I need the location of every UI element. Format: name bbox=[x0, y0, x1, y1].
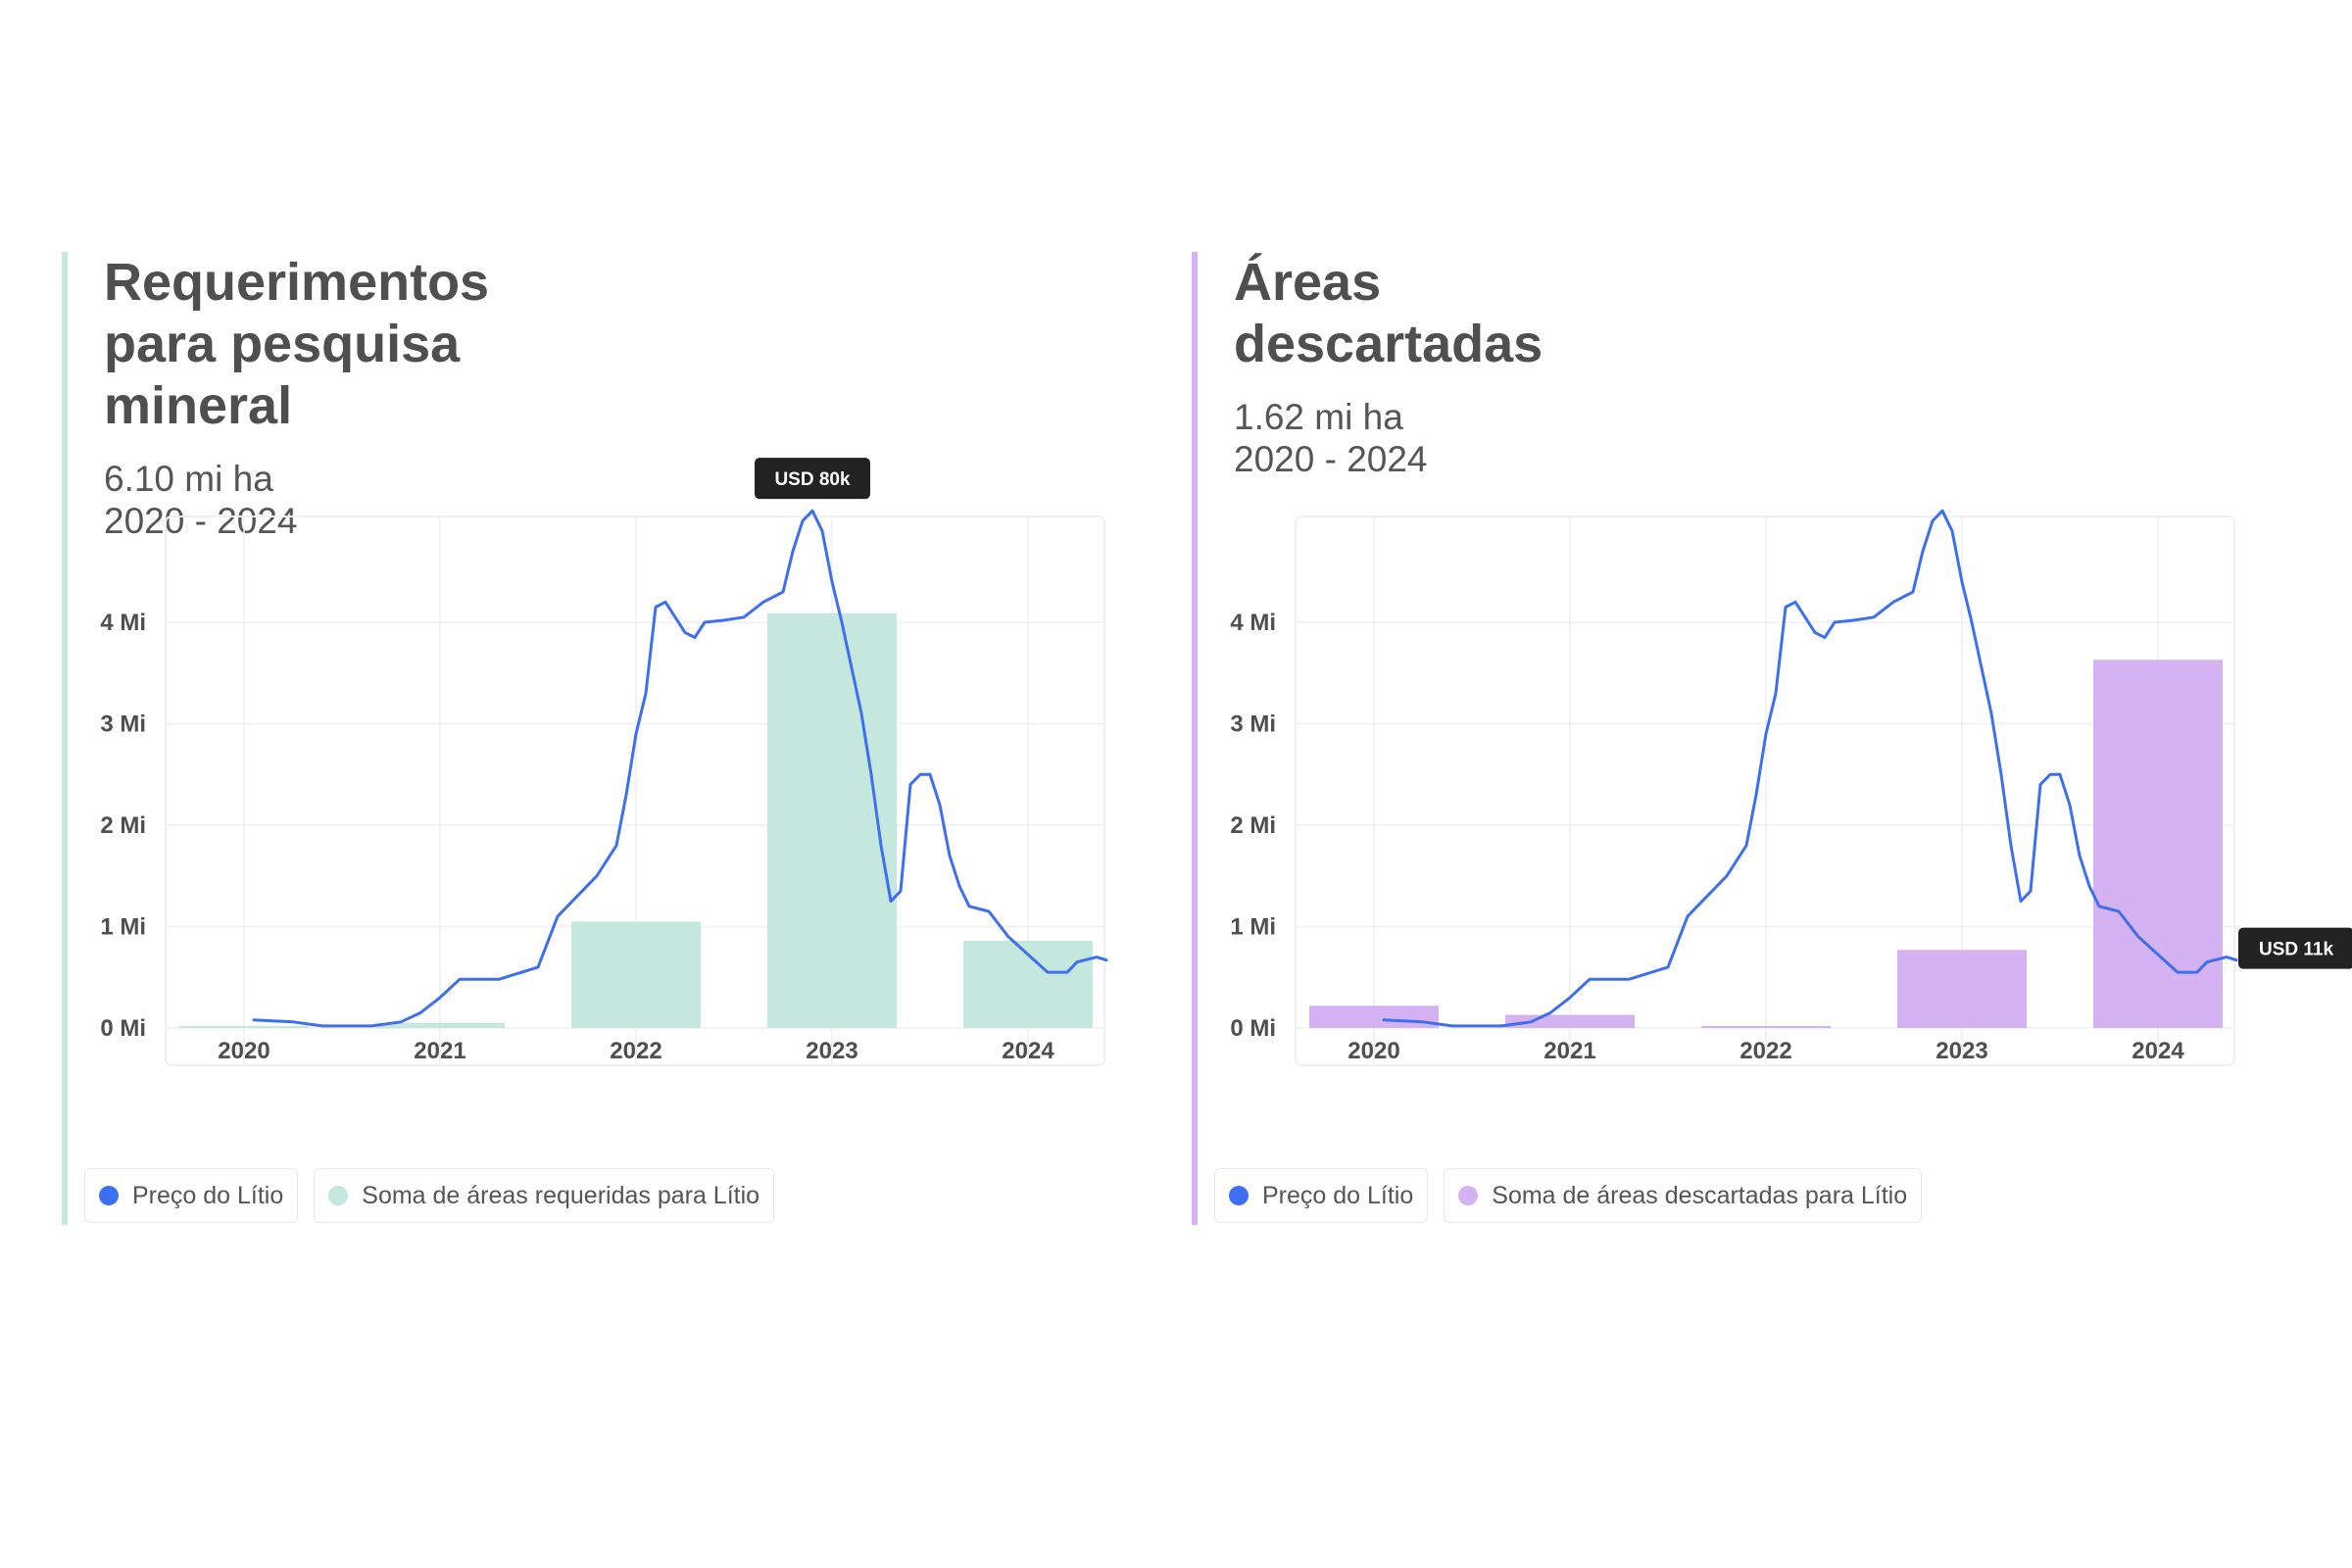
plot-area bbox=[165, 515, 1105, 1066]
x-tick-label: 2024 bbox=[1002, 1038, 1054, 1064]
tooltip: USD 11k bbox=[2238, 927, 2352, 969]
y-tick-label: 0 Mi bbox=[100, 1015, 146, 1042]
y-tick-label: 4 Mi bbox=[100, 610, 146, 636]
legend-label: Soma de áreas descartadas para Lítio bbox=[1492, 1181, 1908, 1209]
x-tick-label: 2021 bbox=[1544, 1038, 1595, 1064]
title-line: Áreas bbox=[1234, 253, 1382, 312]
legend-item-area[interactable]: Soma de áreas requeridas para Lítio bbox=[314, 1168, 775, 1223]
bar bbox=[1309, 1005, 1439, 1028]
title-line: mineral bbox=[104, 376, 293, 435]
y-tick-label: 1 Mi bbox=[100, 914, 146, 941]
plot-area bbox=[1295, 515, 2235, 1066]
y-tick-label: 2 Mi bbox=[1230, 812, 1276, 839]
x-tick-label: 2023 bbox=[806, 1038, 858, 1064]
y-tick-label: 3 Mi bbox=[100, 711, 146, 738]
bar bbox=[1897, 950, 2027, 1028]
bar bbox=[2093, 660, 2223, 1028]
chart-legend: Preço do Lítio Soma de áreas descartadas… bbox=[1214, 1168, 1923, 1223]
legend-item-price[interactable]: Preço do Lítio bbox=[84, 1168, 299, 1223]
bar bbox=[179, 1025, 309, 1028]
x-tick-label: 2023 bbox=[1936, 1038, 1987, 1064]
y-tick-label: 2 Mi bbox=[100, 812, 146, 839]
legend-dot-icon bbox=[99, 1186, 119, 1205]
chart-total: 1.62 mi ha bbox=[1234, 397, 1403, 437]
legend-label: Soma de áreas requeridas para Lítio bbox=[362, 1181, 760, 1209]
combo-chart: 0 Mi 1 Mi 2 Mi 3 Mi 4 Mi 2020 2021 2022 2023 2024… bbox=[100, 458, 1108, 1066]
bar bbox=[767, 612, 897, 1028]
chart-total: 6.10 mi ha bbox=[104, 459, 273, 499]
legend-label: Preço do Lítio bbox=[1262, 1181, 1414, 1209]
x-tick-label: 2020 bbox=[218, 1038, 270, 1064]
tooltip-box bbox=[2238, 927, 2352, 969]
legend-dot-icon bbox=[1229, 1186, 1249, 1205]
title-line: Requerimentos bbox=[104, 253, 490, 312]
tooltip: USD 80k bbox=[755, 458, 870, 500]
legend-item-area[interactable]: Soma de áreas descartadas para Lítio bbox=[1444, 1168, 1923, 1223]
bar bbox=[571, 921, 701, 1028]
price-line bbox=[252, 509, 1108, 1028]
x-tick-label: 2024 bbox=[2132, 1038, 2184, 1064]
legend-item-price[interactable]: Preço do Lítio bbox=[1214, 1168, 1429, 1223]
legend-label: Preço do Lítio bbox=[132, 1181, 284, 1209]
title-line: para pesquisa bbox=[104, 315, 461, 373]
legend-dot-icon bbox=[328, 1186, 349, 1205]
x-tick-label: 2021 bbox=[414, 1038, 466, 1064]
tooltip-box bbox=[755, 458, 870, 500]
y-tick-label: 4 Mi bbox=[1230, 610, 1276, 636]
y-tick-label: 0 Mi bbox=[1230, 1015, 1276, 1042]
chart-panel-areas-descartadas: Áreas descartadas 1.62 mi ha 2020 - 2024… bbox=[1192, 252, 2352, 1225]
title-line: descartadas bbox=[1234, 315, 1544, 373]
chart-panel-requerimentos: Requerimentos para pesquisa mineral 6.10… bbox=[62, 252, 1146, 1225]
combo-chart: 0 Mi 1 Mi 2 Mi 3 Mi 4 Mi 2020 2021 2022 2023 2024… bbox=[1230, 509, 2352, 1066]
price-line bbox=[1382, 509, 2238, 1028]
x-tick-label: 2022 bbox=[1740, 1038, 1791, 1064]
y-tick-label: 3 Mi bbox=[1230, 711, 1276, 738]
x-tick-label: 2022 bbox=[610, 1038, 662, 1064]
tooltip-text: USD 80k bbox=[774, 469, 851, 490]
y-tick-label: 1 Mi bbox=[1230, 914, 1276, 941]
chart-legend: Preço do Lítio Soma de áreas requeridas … bbox=[84, 1168, 775, 1223]
chart-period: 2020 - 2024 bbox=[104, 501, 298, 541]
chart-title: Requerimentos para pesquisa mineral bbox=[104, 252, 489, 437]
bar bbox=[375, 1022, 505, 1028]
tooltip-text: USD 11k bbox=[2259, 940, 2333, 960]
legend-dot-icon bbox=[1458, 1186, 1479, 1205]
x-tick-label: 2020 bbox=[1348, 1038, 1399, 1064]
bar bbox=[1701, 1025, 1831, 1028]
chart-title: Áreas descartadas bbox=[1234, 252, 1543, 375]
chart-period: 2020 - 2024 bbox=[1234, 439, 1428, 479]
